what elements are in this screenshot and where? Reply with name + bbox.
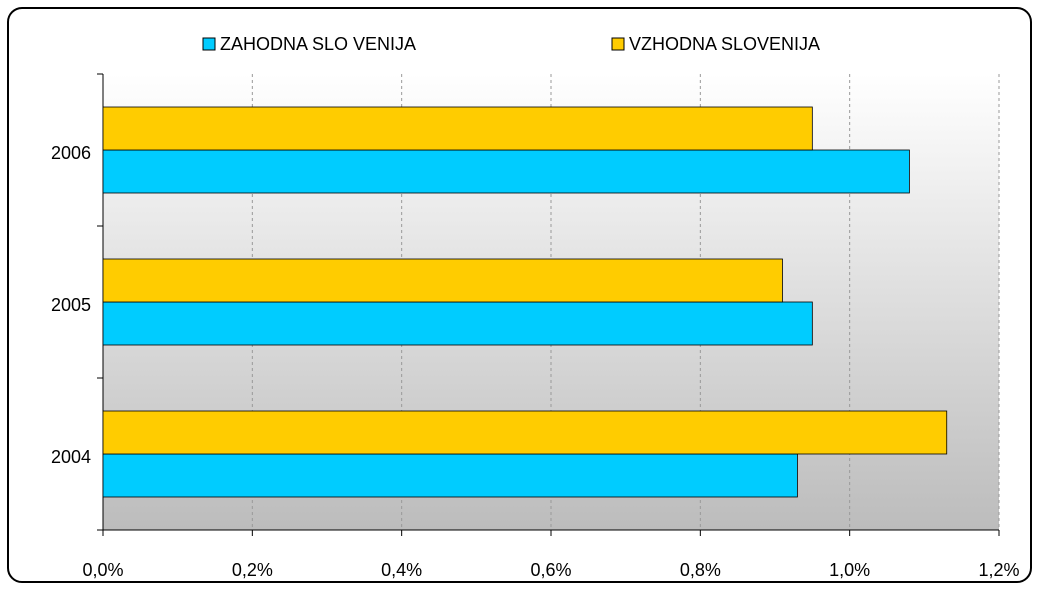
bar [102, 258, 783, 303]
y-tick-label: 2004 [51, 447, 91, 467]
y-tick-label: 2005 [51, 295, 91, 315]
bar [102, 149, 910, 194]
legend-label: VZHODNA SLOVENIJA [629, 34, 820, 54]
y-tick-label: 2006 [51, 143, 91, 163]
x-tick-label: 1,0% [829, 560, 870, 580]
x-tick-label: 0,4% [381, 560, 422, 580]
x-tick-label: 1,2% [978, 560, 1019, 580]
x-tick-label: 0,0% [82, 560, 123, 580]
x-tick-label: 0,2% [232, 560, 273, 580]
bar [102, 106, 813, 151]
x-tick-label: 0,8% [680, 560, 721, 580]
x-tick-label: 0,6% [530, 560, 571, 580]
legend-swatch [611, 37, 625, 51]
legend-label: ZAHODNA SLO VENIJA [220, 34, 416, 54]
bar [102, 453, 798, 498]
bar [102, 410, 948, 455]
legend-swatch [202, 37, 216, 51]
bar [102, 301, 813, 346]
